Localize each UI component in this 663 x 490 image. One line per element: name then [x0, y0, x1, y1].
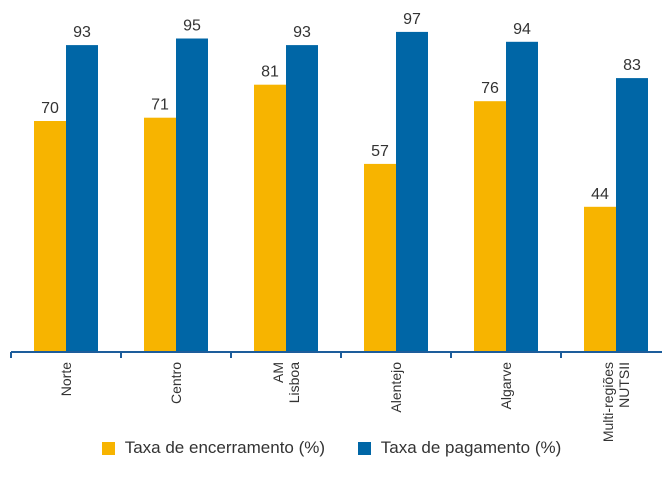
legend: Taxa de encerramento (%) Taxa de pagamen…	[0, 438, 663, 460]
legend-label-series-2: Taxa de pagamento (%)	[380, 438, 562, 457]
legend-swatch-series-2	[357, 441, 371, 455]
data-label-series-1-4: 76	[481, 80, 499, 97]
bar-series-1-2	[254, 84, 286, 352]
legend-swatch-series-1	[101, 441, 115, 455]
data-label-series-1-5: 44	[591, 186, 609, 203]
bar-series-2-0	[66, 45, 98, 352]
legend-label-series-1: Taxa de encerramento (%)	[124, 438, 326, 457]
x-tick-label-4: Algarve	[498, 362, 514, 410]
bar-series-2-5	[616, 78, 648, 352]
legend-item-series-1: Taxa de encerramento (%)	[101, 438, 326, 458]
bar-series-1-0	[34, 121, 66, 352]
bar-series-2-4	[506, 41, 538, 353]
data-label-series-2-3: 97	[403, 11, 421, 28]
bar-series-1-3	[364, 163, 396, 352]
x-tick-label-5: Multi-regiõesNUTSII	[600, 362, 632, 442]
data-label-series-1-0: 70	[41, 100, 59, 117]
data-label-series-1-3: 57	[371, 143, 389, 160]
data-label-series-2-2: 93	[293, 24, 311, 41]
bar-series-1-5	[584, 206, 616, 352]
data-label-series-2-0: 93	[73, 24, 91, 41]
data-label-series-1-1: 71	[151, 97, 169, 114]
bar-series-2-1	[176, 38, 208, 352]
x-tick-label-2: AMLisboa	[270, 362, 302, 403]
data-label-series-2-4: 94	[513, 21, 531, 38]
data-label-series-1-2: 81	[261, 64, 279, 81]
bar-series-1-4	[474, 101, 506, 352]
x-tick-label-3: Alentejo	[388, 362, 404, 413]
data-label-series-2-1: 95	[183, 18, 201, 35]
bar-series-1-1	[144, 117, 176, 352]
legend-item-series-2: Taxa de pagamento (%)	[357, 438, 562, 458]
bar-series-2-3	[396, 31, 428, 353]
bar-series-2-2	[286, 45, 318, 352]
x-tick-label-1: Centro	[168, 362, 184, 404]
data-label-series-2-5: 83	[623, 57, 641, 74]
x-tick-label-0: Norte	[58, 362, 74, 396]
